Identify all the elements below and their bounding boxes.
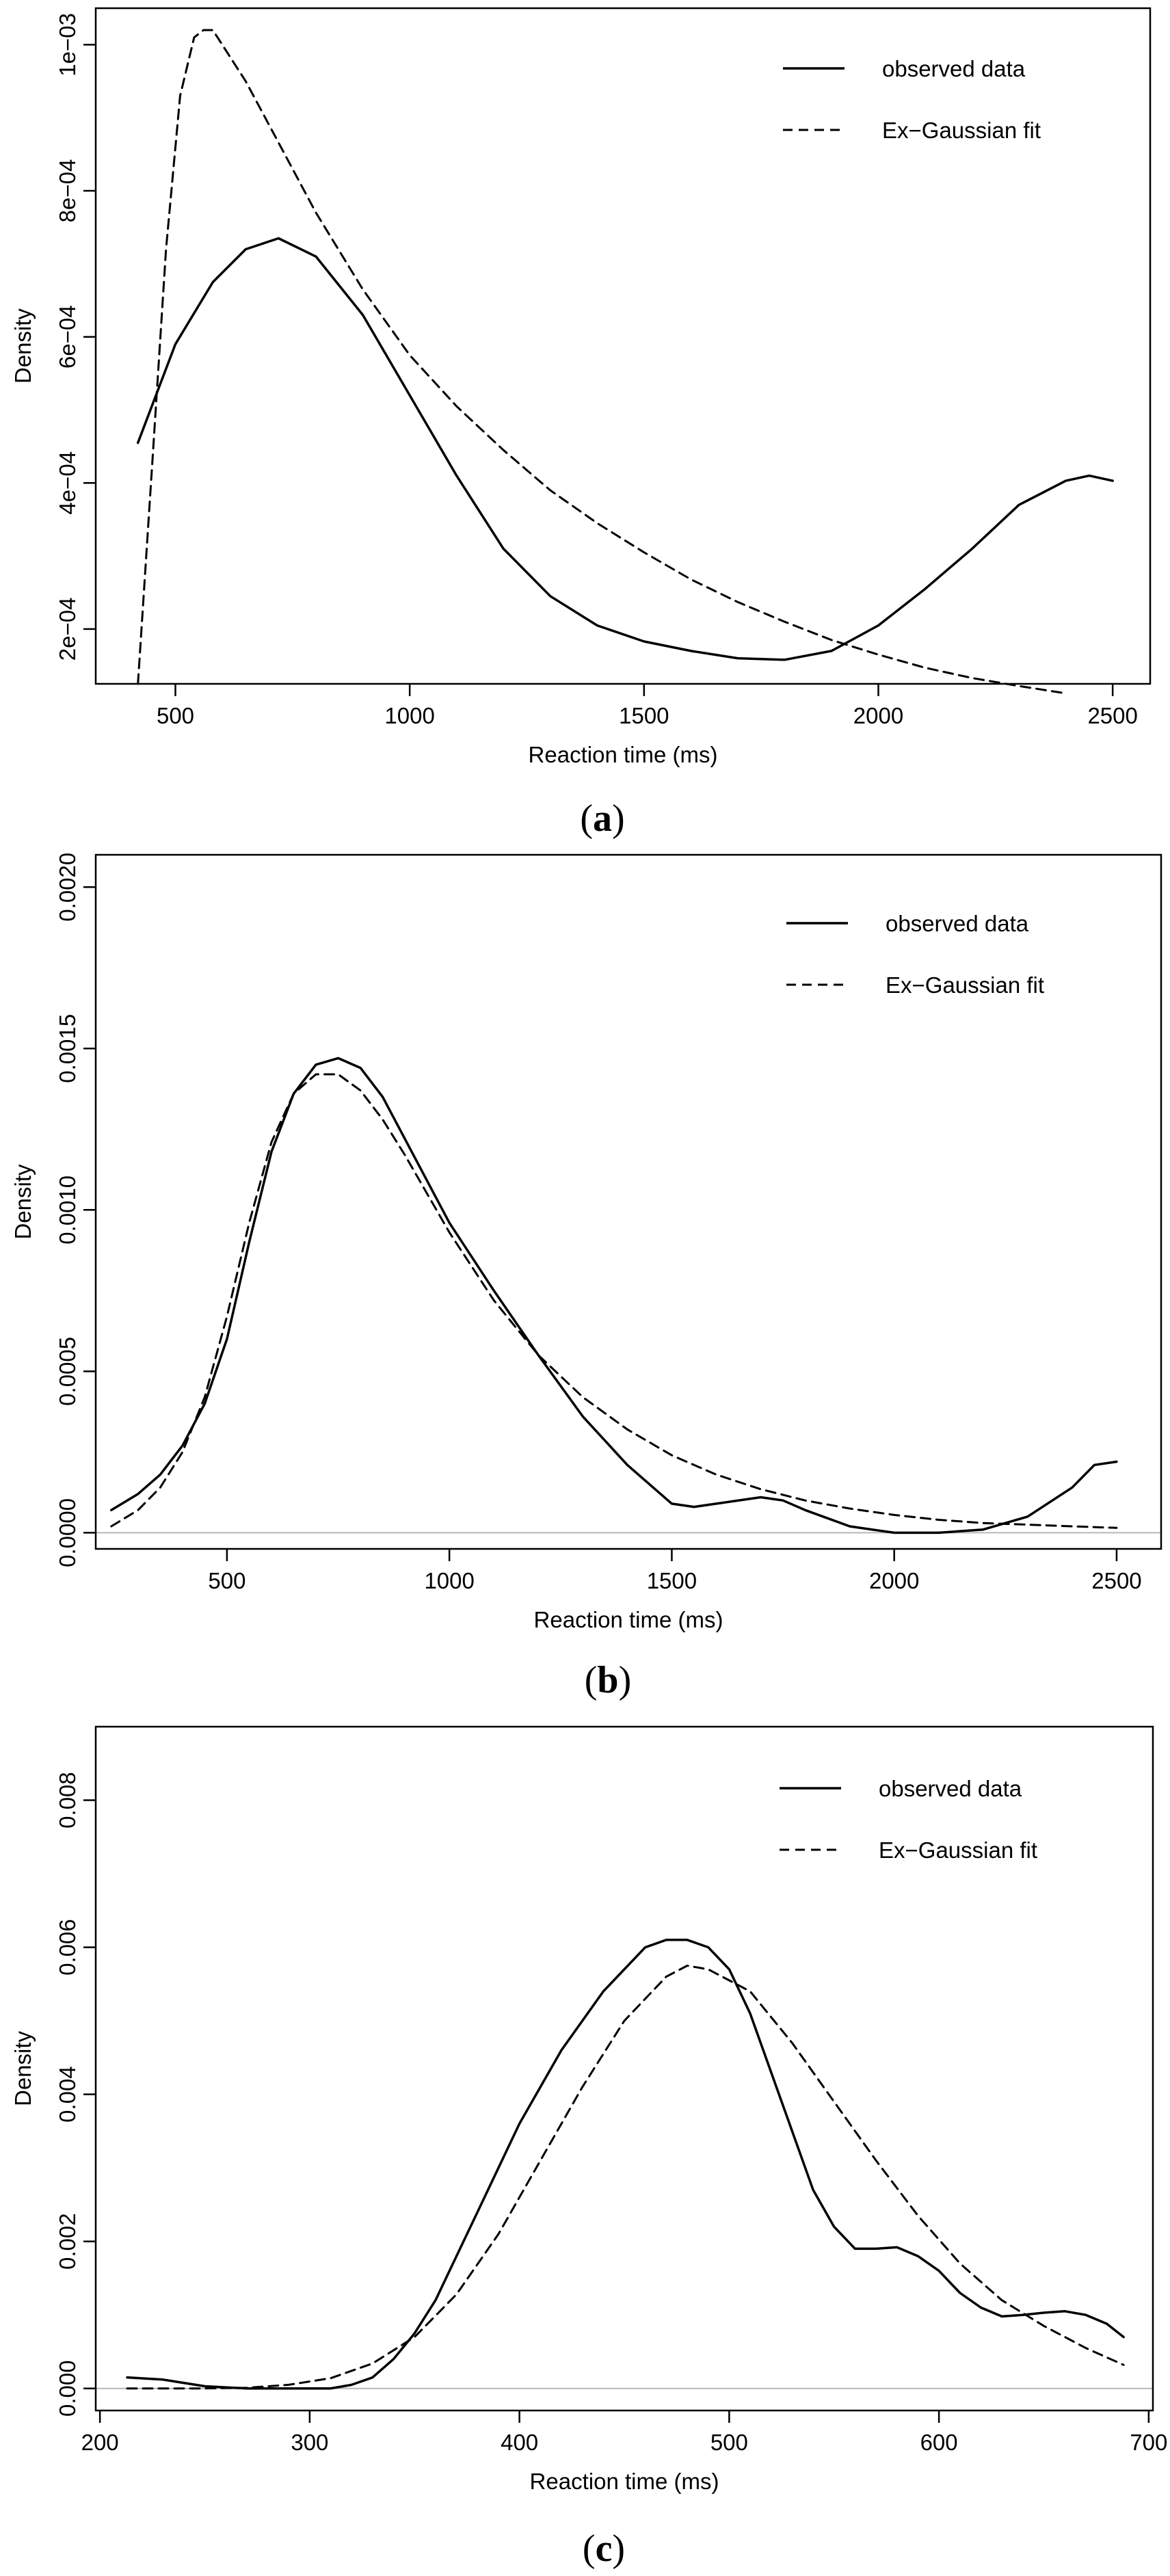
panel-label: (c) [583, 2527, 625, 2570]
y-axis-title: Density [10, 308, 36, 384]
y-tick-label: 1e−03 [55, 13, 80, 77]
panel-label-close: ) [619, 1659, 632, 1701]
plot-frame [94, 1725, 1154, 2412]
x-axis-title: Reaction time (ms) [534, 1607, 723, 1632]
panel-label-open: ( [585, 1659, 598, 1701]
x-tick-label: 200 [81, 2430, 119, 2455]
y-tick-label: 2e−04 [55, 598, 80, 661]
y-axis-title: Density [10, 1164, 36, 1240]
x-tick-label: 1500 [619, 703, 669, 728]
y-tick-label: 0.0005 [55, 1337, 80, 1406]
y-tick-label: 4e−04 [55, 451, 80, 515]
y-tick-label: 0.002 [55, 2213, 80, 2270]
y-tick-label: 0.0015 [55, 1014, 80, 1083]
series-line-ex-gaussian-fit [126, 1965, 1125, 2390]
panel-label-close: ) [612, 797, 625, 840]
y-tick-label: 0.000 [55, 2360, 80, 2417]
x-tick-label: 600 [920, 2430, 958, 2455]
y-tick-label: 8e−04 [55, 159, 80, 223]
panel-label-letter: a [593, 797, 612, 840]
x-axis-title: Reaction time (ms) [530, 2469, 719, 2494]
y-tick-label: 0.0010 [55, 1176, 80, 1245]
legend-label-ex-gaussian-fit: Ex−Gaussian fit [886, 972, 1044, 998]
panel-label: (a) [580, 797, 624, 840]
series-line-ex-gaussian-fit [110, 1073, 1118, 1529]
panel-label-letter: c [596, 2527, 613, 2570]
y-tick-label: 0.0020 [55, 853, 80, 922]
series-line-ex-gaussian-fit [137, 29, 1067, 695]
x-tick-label: 2500 [1091, 1568, 1141, 1593]
series-line-observed-data [110, 1057, 1118, 1535]
x-tick-label: 1000 [384, 703, 434, 728]
y-tick-label: 0.004 [55, 2066, 80, 2123]
chart-panel-c: 200 300 400 500 600 700 0.000 0.002 0.004 0.006 0.… [10, 1725, 1167, 2570]
legend: observed data Ex−Gaussian fit [780, 1776, 1037, 1863]
series-line-observed-data [126, 1939, 1125, 2390]
y-tick-label: 0.008 [55, 1772, 80, 1829]
x-tick-label: 500 [710, 2430, 748, 2455]
panel-label: (b) [585, 1659, 631, 1701]
x-tick-label: 2000 [853, 703, 903, 728]
x-tick-label: 700 [1130, 2430, 1167, 2455]
x-tick-label: 500 [208, 1568, 245, 1593]
x-axis-title: Reaction time (ms) [529, 742, 718, 767]
y-tick-label: 6e−04 [55, 305, 80, 369]
x-tick-label: 2500 [1087, 703, 1137, 728]
legend: observed data Ex−Gaussian fit [783, 56, 1041, 143]
legend-label-observed-data: observed data [882, 56, 1026, 81]
chart-panel-b: 500 1000 1500 2000 2500 0.0000 0.0005 0.0010 0.0… [10, 853, 1162, 1701]
legend-label-ex-gaussian-fit: Ex−Gaussian fit [879, 1837, 1037, 1863]
plot-frame [94, 853, 1162, 1550]
legend-label-observed-data: observed data [886, 911, 1029, 936]
x-tick-label: 300 [291, 2430, 328, 2455]
chart-panel-a: 500 1000 1500 2000 2500 2e−04 4e−04 6e−04 8e−04 1… [10, 7, 1152, 840]
plot-frame [94, 7, 1152, 685]
legend: observed data Ex−Gaussian fit [786, 911, 1044, 998]
x-tick-label: 400 [501, 2430, 538, 2455]
panel-label-open: ( [583, 2527, 596, 2570]
panel-label-open: ( [580, 797, 593, 840]
x-tick-label: 1500 [647, 1568, 697, 1593]
x-tick-label: 2000 [869, 1568, 919, 1593]
panel-label-close: ) [612, 2527, 625, 2570]
panel-label-letter: b [597, 1659, 618, 1701]
y-tick-label: 0.0000 [55, 1498, 80, 1567]
legend-label-ex-gaussian-fit: Ex−Gaussian fit [882, 118, 1041, 143]
series-line-observed-data [136, 237, 1114, 661]
x-tick-label: 1000 [424, 1568, 474, 1593]
legend-label-observed-data: observed data [879, 1776, 1022, 1801]
x-tick-label: 500 [157, 703, 194, 728]
y-tick-label: 0.006 [55, 1919, 80, 1976]
y-axis-title: Density [10, 2030, 36, 2106]
